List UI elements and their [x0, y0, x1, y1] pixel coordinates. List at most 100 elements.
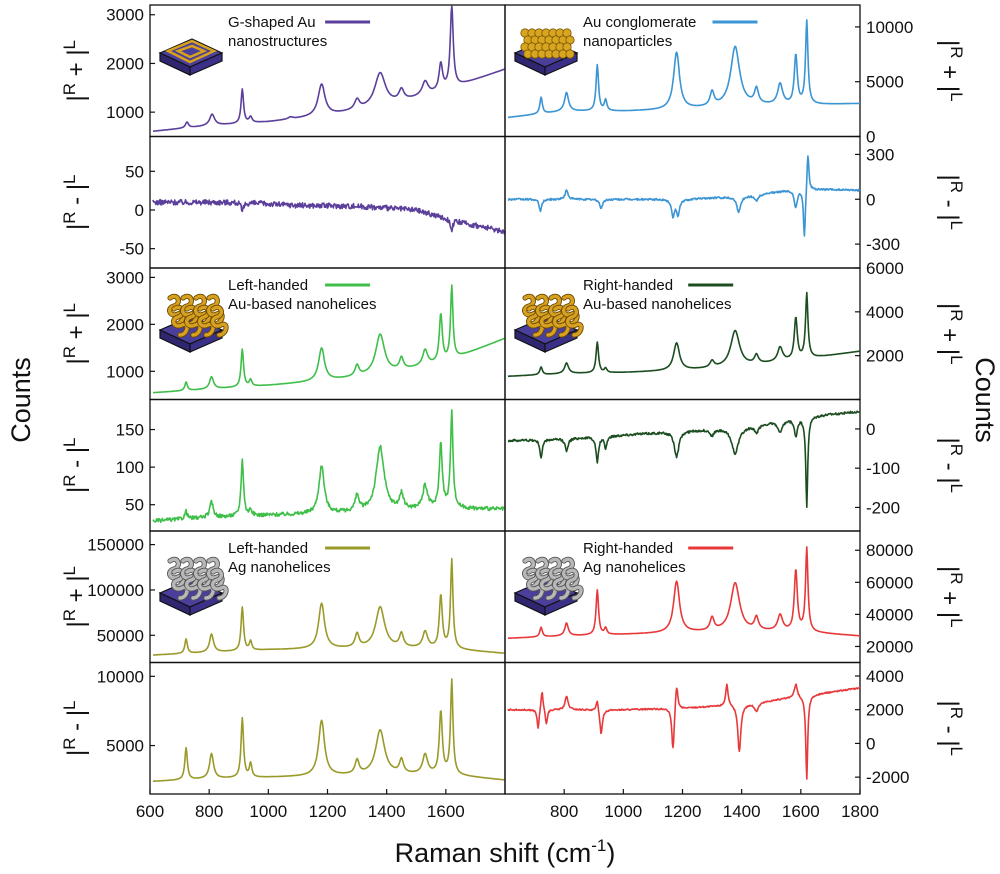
x-tick-label: 1600 [427, 802, 465, 821]
panel-au-conglomerate-sum: 0 5000 10000 |R + |L Au conglomerate nanopart… [504, 4, 966, 147]
y-tick-label: 60000 [866, 573, 913, 592]
panel-left-ag-nanohelices-diff: 5000 10000 |R - |L [60, 661, 506, 795]
panel-frame [504, 398, 861, 532]
legend-line1: G-shaped Au [228, 14, 316, 31]
y-tick-label: 100 [116, 458, 144, 477]
spectrum-line [507, 683, 861, 780]
x-tick-label: 1800 [841, 802, 879, 821]
panel-g-shaped-au-sum: 1000 2000 3000 |R + |L G-shaped Au nanostruct… [60, 4, 506, 138]
y-tick-label: 20000 [866, 637, 913, 656]
sample-icon [513, 293, 584, 353]
x-tick-label: 1400 [723, 802, 761, 821]
x-tick-label: 1000 [249, 802, 287, 821]
y-title-g-shaped-au-sum: |R + |L [60, 40, 90, 102]
legend-line2: Ag nanohelices [228, 559, 331, 576]
x-tick-label: 800 [195, 802, 223, 821]
y-tick-label: 0 [866, 128, 875, 147]
x-axis-title-superscript: -1 [591, 836, 606, 855]
sample-icon [158, 556, 229, 616]
legend-line2: nanoparticles [583, 33, 672, 50]
y-tick-label: 100000 [87, 581, 144, 600]
y-tick-label: 300 [866, 145, 894, 164]
panel-right-ag-nanohelices-diff: -2000 0 2000 4000 |R - |L [504, 661, 966, 795]
y-tick-label: 0 [866, 190, 875, 209]
x-tick-label: 1400 [368, 802, 406, 821]
legend-line2: Au-based nanohelices [228, 296, 376, 313]
y-tick-label: 1000 [106, 103, 144, 122]
y-tick-label: 50 [125, 496, 144, 515]
x-tick-label: 800 [550, 802, 578, 821]
y-tick-label: 5000 [106, 737, 144, 756]
x-tick-label: 1200 [309, 802, 347, 821]
panel-au-conglomerate-diff: -300 0 300 |R - |L [504, 135, 966, 269]
y-tick-label: 0 [866, 420, 875, 439]
panel-g-shaped-au-diff: -50 0 50 |R - |L [60, 135, 506, 269]
y-axis-title-right: Counts [970, 357, 1000, 443]
y-title-right-au-nanohelices-diff: |R - |L [936, 437, 966, 493]
y-axis-title-left: Counts [6, 357, 36, 443]
y-tick-label: 150000 [87, 536, 144, 555]
x-axis: 600 800 1000 1200 1400 1600 800 1000 1200 1400 160… [136, 789, 879, 821]
y-title-left-ag-nanohelices-sum: |R + |L [60, 566, 90, 628]
y-title-left-au-nanohelices-sum: |R + |L [60, 303, 90, 365]
panel-right-ag-nanohelices-sum: 20000 40000 60000 80000 |R + |L Right-handed A… [504, 530, 966, 664]
y-tick-label: -300 [866, 235, 900, 254]
spectrum-line [507, 546, 861, 639]
legend-line1: Au conglomerate [583, 14, 696, 31]
y-tick-label: 6000 [866, 259, 904, 278]
panel-right-au-nanohelices-sum: 2000 4000 6000 |R + |L Right-handed Au-based … [504, 259, 966, 401]
y-tick-label: 80000 [866, 541, 913, 560]
legend-line1: Left-handed [228, 540, 308, 557]
x-axis-title-closing: ) [606, 838, 615, 868]
spectrum-line [507, 19, 861, 119]
spectrum-line [152, 409, 506, 524]
y-tick-label: 50000 [97, 626, 144, 645]
sample-icon [158, 38, 224, 76]
legend-line2: nanostructures [228, 33, 327, 50]
panel-frame [149, 4, 506, 138]
y-tick-label: 0 [866, 734, 875, 753]
y-tick-label: 1000 [106, 362, 144, 381]
y-tick-label: 2000 [866, 347, 904, 366]
spectrum-line [152, 284, 506, 394]
y-tick-label: 4000 [866, 667, 904, 686]
x-tick-label: 1000 [604, 802, 642, 821]
y-tick-label: 2000 [866, 701, 904, 720]
y-tick-label: 5000 [866, 73, 904, 92]
spectrum-line [152, 5, 506, 132]
sample-icon [513, 556, 584, 616]
y-tick-label: 150 [116, 421, 144, 440]
spectrum-line [507, 410, 861, 508]
y-title-au-conglomerate-diff: |R - |L [936, 174, 966, 230]
y-tick-label: 40000 [866, 605, 913, 624]
y-tick-label: 2000 [106, 315, 144, 334]
panel-right-au-nanohelices-diff: -200 -100 0 |R - |L [504, 398, 966, 532]
x-tick-label: 1200 [664, 802, 702, 821]
y-title-left-au-nanohelices-diff: |R - |L [60, 437, 90, 493]
sample-icon [158, 293, 229, 353]
y-title-left-ag-nanohelices-diff: |R - |L [60, 700, 90, 756]
panel-left-au-nanohelices-diff: 50 100 150 |R - |L [60, 398, 506, 532]
y-tick-label: 3000 [106, 6, 144, 25]
spectrum-line [152, 198, 506, 235]
legend-line1: Right-handed [583, 540, 673, 557]
y-title-right-ag-nanohelices-sum: |R + |L [936, 566, 966, 628]
x-axis-title: Raman shift (cm-1) [395, 836, 616, 868]
y-tick-label: 50 [125, 162, 144, 181]
spectrum-line [507, 155, 861, 237]
legend-line2: Au-based nanohelices [583, 296, 731, 313]
y-tick-label: 3000 [106, 268, 144, 287]
y-tick-label: -100 [866, 459, 900, 478]
x-tick-label: 1600 [782, 802, 820, 821]
spectrum-line [152, 557, 506, 656]
legend-line2: Ag nanohelices [583, 559, 686, 576]
y-tick-label: 2000 [106, 54, 144, 73]
panel-left-au-nanohelices-sum: 1000 2000 3000 |R + |L Left-handed Au-based n… [60, 267, 506, 401]
spectrum-line [507, 291, 861, 378]
y-tick-label: -50 [119, 240, 144, 259]
legend-line1: Left-handed [228, 277, 308, 294]
y-title-right-au-nanohelices-sum: |R + |L [936, 303, 966, 365]
y-tick-label: 0 [135, 201, 144, 220]
